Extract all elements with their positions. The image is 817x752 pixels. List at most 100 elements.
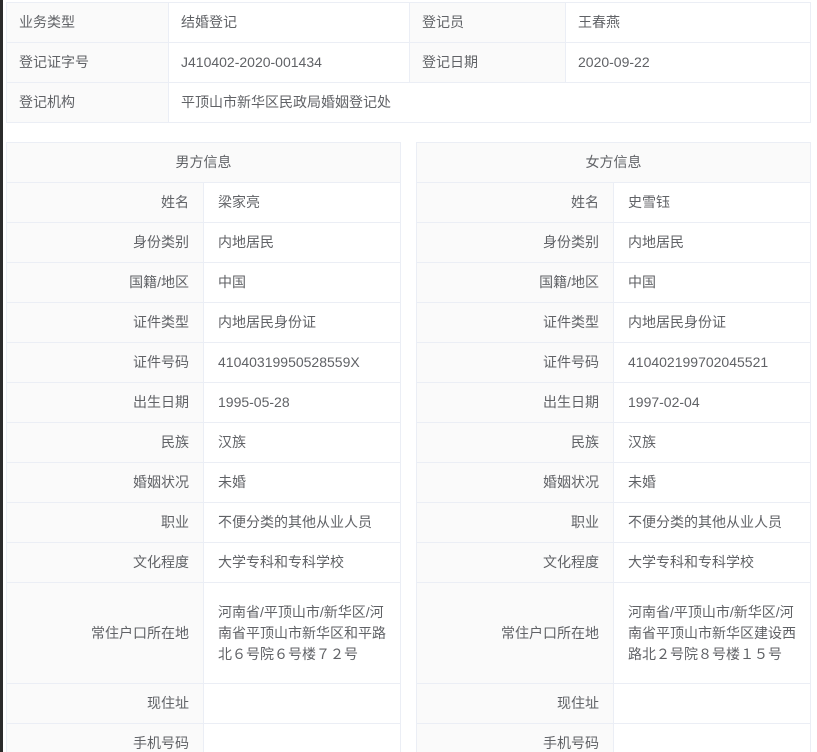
table-row: 文化程度 大学专科和专科学校 xyxy=(6,542,401,583)
table-row: 证件号码 410402199702045521 xyxy=(416,342,811,383)
female-row-value: 不便分类的其他从业人员 xyxy=(613,502,811,543)
male-row-label: 职业 xyxy=(6,502,204,543)
table-row: 婚姻状况 未婚 xyxy=(6,462,401,503)
male-row-value: 河南省/平顶山市/新华区/河南省平顶山市新华区和平路北６号院６号楼７２号 xyxy=(203,582,401,684)
table-row: 民族 汉族 xyxy=(416,422,811,463)
male-info-body: 男方信息 姓名 梁家亮 身份类别 内地居民 国籍/地区 中国 证件类型 内地居民身份证 证件号码 4… xyxy=(6,142,401,752)
summary-label-certificate-no: 登记证字号 xyxy=(6,42,169,83)
female-row-label: 民族 xyxy=(416,422,614,463)
male-row-value: 未婚 xyxy=(203,462,401,503)
male-row-label: 文化程度 xyxy=(6,542,204,583)
female-row-label: 出生日期 xyxy=(416,382,614,423)
male-row-value: 41040319950528559X xyxy=(203,342,401,383)
female-row-label: 证件类型 xyxy=(416,302,614,343)
male-row-value: 中国 xyxy=(203,262,401,303)
female-row-value: 未婚 xyxy=(613,462,811,503)
female-info-table: 女方信息 姓名 史雪钰 身份类别 内地居民 国籍/地区 中国 证件类型 内地居民身份证 证件号码 4… xyxy=(416,142,811,752)
female-row-label: 现住址 xyxy=(416,683,614,724)
summary-value-registration-office: 平顶山市新华区民政局婚姻登记处 xyxy=(168,82,811,123)
male-row-value: 汉族 xyxy=(203,422,401,463)
table-row: 身份类别 内地居民 xyxy=(6,222,401,263)
summary-label-registration-date: 登记日期 xyxy=(409,42,566,83)
summary-value-business-type: 结婚登记 xyxy=(168,2,410,43)
male-row-label: 常住户口所在地 xyxy=(6,582,204,684)
female-info-body: 女方信息 姓名 史雪钰 身份类别 内地居民 国籍/地区 中国 证件类型 内地居民身份证 证件号码 4… xyxy=(416,142,811,752)
male-row-label: 身份类别 xyxy=(6,222,204,263)
male-row-value: 梁家亮 xyxy=(203,182,401,223)
female-row-value: 1997-02-04 xyxy=(613,382,811,423)
summary-label-registration-office: 登记机构 xyxy=(6,82,169,123)
male-info-table: 男方信息 姓名 梁家亮 身份类别 内地居民 国籍/地区 中国 证件类型 内地居民身份证 证件号码 4… xyxy=(6,142,401,752)
table-row: 手机号码 xyxy=(416,723,811,752)
table-row: 登记证字号 J410402-2020-001434 登记日期 2020-09-2… xyxy=(6,42,811,83)
female-row-label: 证件号码 xyxy=(416,342,614,383)
female-row-value: 河南省/平顶山市/新华区/河南省平顶山市新华区建设西路北２号院８号楼１５号 xyxy=(613,582,811,684)
table-row: 登记机构 平顶山市新华区民政局婚姻登记处 xyxy=(6,82,811,123)
table-row: 姓名 梁家亮 xyxy=(6,182,401,223)
table-row: 婚姻状况 未婚 xyxy=(416,462,811,503)
female-row-value: 汉族 xyxy=(613,422,811,463)
summary-label-business-type: 业务类型 xyxy=(6,2,169,43)
table-row: 手机号码 xyxy=(6,723,401,752)
male-row-value: 大学专科和专科学校 xyxy=(203,542,401,583)
table-row: 职业 不便分类的其他从业人员 xyxy=(6,502,401,543)
table-row: 证件号码 41040319950528559X xyxy=(6,342,401,383)
table-row: 证件类型 内地居民身份证 xyxy=(6,302,401,343)
male-row-label: 国籍/地区 xyxy=(6,262,204,303)
table-row: 常住户口所在地 河南省/平顶山市/新华区/河南省平顶山市新华区建设西路北２号院８号… xyxy=(416,582,811,684)
male-row-value: 内地居民身份证 xyxy=(203,302,401,343)
table-row: 国籍/地区 中国 xyxy=(6,262,401,303)
summary-label-registrar: 登记员 xyxy=(409,2,566,43)
female-row-value: 史雪钰 xyxy=(613,182,811,223)
female-row-label: 姓名 xyxy=(416,182,614,223)
male-row-value xyxy=(203,723,401,752)
female-row-value: 大学专科和专科学校 xyxy=(613,542,811,583)
male-row-value: 不便分类的其他从业人员 xyxy=(203,502,401,543)
female-row-label: 国籍/地区 xyxy=(416,262,614,303)
male-row-label: 证件号码 xyxy=(6,342,204,383)
male-row-label: 证件类型 xyxy=(6,302,204,343)
female-row-value xyxy=(613,683,811,724)
table-row: 出生日期 1997-02-04 xyxy=(416,382,811,423)
male-row-label: 姓名 xyxy=(6,182,204,223)
table-row: 身份类别 内地居民 xyxy=(416,222,811,263)
female-row-value: 内地居民 xyxy=(613,222,811,263)
table-row: 文化程度 大学专科和专科学校 xyxy=(416,542,811,583)
male-row-value xyxy=(203,683,401,724)
table-row: 现住址 xyxy=(416,683,811,724)
female-row-label: 手机号码 xyxy=(416,723,614,752)
male-table-caption: 男方信息 xyxy=(6,142,401,183)
table-caption-row: 男方信息 xyxy=(6,142,401,183)
table-row: 民族 汉族 xyxy=(6,422,401,463)
male-row-value: 1995-05-28 xyxy=(203,382,401,423)
page-left-edge xyxy=(0,0,3,752)
female-row-value: 410402199702045521 xyxy=(613,342,811,383)
table-row: 证件类型 内地居民身份证 xyxy=(416,302,811,343)
registration-summary-table: 业务类型 结婚登记 登记员 王春燕 登记证字号 J410402-2020-001… xyxy=(6,2,811,123)
female-row-label: 婚姻状况 xyxy=(416,462,614,503)
male-row-label: 现住址 xyxy=(6,683,204,724)
female-row-label: 常住户口所在地 xyxy=(416,582,614,684)
female-row-label: 文化程度 xyxy=(416,542,614,583)
table-row: 职业 不便分类的其他从业人员 xyxy=(416,502,811,543)
summary-value-registrar: 王春燕 xyxy=(565,2,811,43)
female-row-value xyxy=(613,723,811,752)
female-row-label: 职业 xyxy=(416,502,614,543)
summary-value-certificate-no: J410402-2020-001434 xyxy=(168,42,410,83)
table-row: 常住户口所在地 河南省/平顶山市/新华区/河南省平顶山市新华区和平路北６号院６号楼… xyxy=(6,582,401,684)
male-row-label: 婚姻状况 xyxy=(6,462,204,503)
table-row: 业务类型 结婚登记 登记员 王春燕 xyxy=(6,2,811,43)
table-caption-row: 女方信息 xyxy=(416,142,811,183)
male-row-value: 内地居民 xyxy=(203,222,401,263)
table-row: 姓名 史雪钰 xyxy=(416,182,811,223)
male-row-label: 出生日期 xyxy=(6,382,204,423)
male-row-label: 手机号码 xyxy=(6,723,204,752)
table-row: 出生日期 1995-05-28 xyxy=(6,382,401,423)
female-row-value: 中国 xyxy=(613,262,811,303)
female-table-caption: 女方信息 xyxy=(416,142,811,183)
male-row-label: 民族 xyxy=(6,422,204,463)
table-row: 国籍/地区 中国 xyxy=(416,262,811,303)
female-row-value: 内地居民身份证 xyxy=(613,302,811,343)
table-row: 现住址 xyxy=(6,683,401,724)
